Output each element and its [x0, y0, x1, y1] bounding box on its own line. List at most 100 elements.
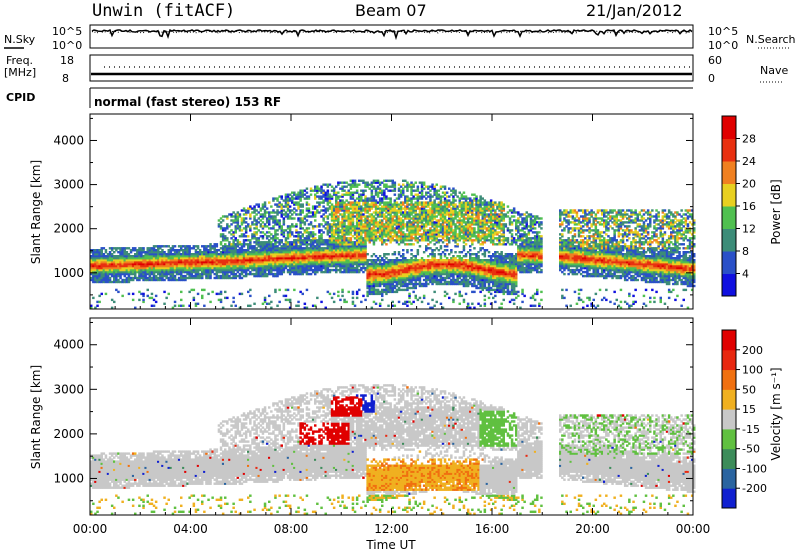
status-panel: N.Sky 10^5 10^0 10^5 10^0 N.Search Freq.… [4, 24, 796, 109]
power-cell [177, 270, 181, 274]
power-cell [381, 193, 384, 196]
power-cell [242, 217, 246, 220]
power-cell [374, 259, 378, 262]
power-cell [345, 231, 348, 234]
power-cell [268, 213, 271, 216]
power-cell [316, 201, 319, 204]
power-cell [268, 255, 271, 258]
power-cell [268, 211, 271, 214]
power-cell [244, 262, 248, 266]
power-cell [418, 276, 422, 280]
power-cell [119, 270, 122, 274]
power-cell [221, 264, 225, 268]
power-cell [244, 253, 248, 256]
power-cell [355, 217, 359, 220]
power-cell [263, 270, 267, 274]
power-cell [288, 251, 292, 254]
power-cell [272, 264, 275, 268]
power-cell [253, 217, 256, 220]
power-cell [402, 213, 405, 216]
power-cell [136, 251, 139, 254]
power-cell [146, 272, 149, 276]
power-cell [406, 239, 409, 242]
power-cell [339, 251, 342, 254]
power-cell [343, 266, 346, 270]
power-cell [255, 264, 258, 268]
power-cell [395, 257, 399, 260]
power-cell [98, 280, 101, 284]
power-cell [343, 270, 346, 274]
power-cell [326, 223, 330, 226]
power-cell [412, 233, 415, 236]
power-cell [102, 268, 106, 272]
power-cell [347, 247, 350, 250]
power-cell [376, 215, 380, 218]
power-cell [194, 276, 198, 280]
power-cell [418, 213, 422, 216]
power-cell [370, 306, 374, 309]
power-cell [389, 219, 392, 222]
power-cell [163, 278, 166, 282]
power-cell [381, 294, 384, 298]
power-cell [370, 205, 374, 208]
power-cell [224, 229, 227, 232]
power-cell [389, 213, 392, 216]
power-cell [391, 203, 394, 206]
power-cell [351, 215, 355, 218]
power-cell [169, 264, 173, 268]
power-cell [98, 249, 101, 252]
power-cell [366, 217, 369, 220]
power-cell [397, 278, 401, 282]
power-cell [341, 235, 344, 238]
power-cell [159, 259, 162, 262]
power-cell [332, 268, 336, 272]
power-cell [175, 251, 179, 254]
power-cell [297, 247, 300, 250]
power-cell [108, 259, 112, 262]
power-cell [196, 245, 200, 248]
power-cell [335, 247, 338, 250]
power-cell [347, 213, 350, 216]
power-cell [209, 270, 212, 274]
power-cell [259, 257, 263, 260]
power-cell [276, 229, 279, 232]
power-cell [351, 193, 355, 196]
power-cell [378, 203, 382, 206]
power-cell [236, 219, 240, 222]
power-cell [402, 189, 405, 192]
power-cell [259, 219, 263, 222]
power-cell [293, 201, 296, 204]
power-cell [406, 282, 409, 286]
power-cell [370, 284, 374, 288]
power-cell [280, 253, 283, 256]
power-cell [92, 280, 95, 284]
power-cell [406, 272, 409, 276]
power-cell [215, 276, 219, 280]
power-cell [351, 223, 355, 226]
power-cell [381, 221, 384, 224]
power-cell [408, 282, 411, 286]
power-cell [389, 189, 392, 192]
power-cell [353, 262, 357, 266]
power-cell [226, 251, 229, 254]
power-cell [106, 257, 110, 260]
power-cell [378, 272, 382, 276]
power-cell [395, 270, 399, 274]
power-cell [414, 209, 417, 212]
power-cell [366, 225, 369, 228]
power-cell [211, 253, 214, 256]
power-cell [288, 266, 292, 270]
power-cell [94, 306, 97, 309]
power-cell [276, 255, 279, 258]
power-cell [378, 278, 382, 282]
power-cell [397, 237, 401, 240]
power-cell [358, 209, 361, 212]
power-cell [320, 257, 323, 260]
power-cell [418, 209, 422, 212]
power-cell [393, 207, 397, 210]
power-cell [171, 272, 175, 276]
power-cell [259, 249, 263, 252]
power-cell [355, 203, 359, 206]
power-cell [242, 235, 246, 238]
power-cell [372, 229, 376, 232]
